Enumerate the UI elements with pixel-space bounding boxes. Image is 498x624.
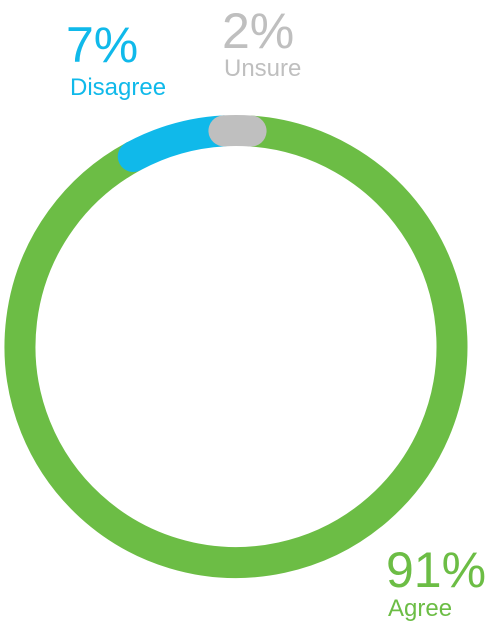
value-label: 91% — [386, 542, 486, 598]
donut-segment — [4, 115, 468, 578]
value-label: 2% — [222, 3, 294, 59]
category-label: Agree — [388, 595, 452, 622]
category-label: Disagree — [70, 74, 166, 101]
donut-segment — [208, 115, 267, 147]
category-label: Unsure — [224, 55, 301, 82]
value-label: 7% — [66, 17, 138, 73]
